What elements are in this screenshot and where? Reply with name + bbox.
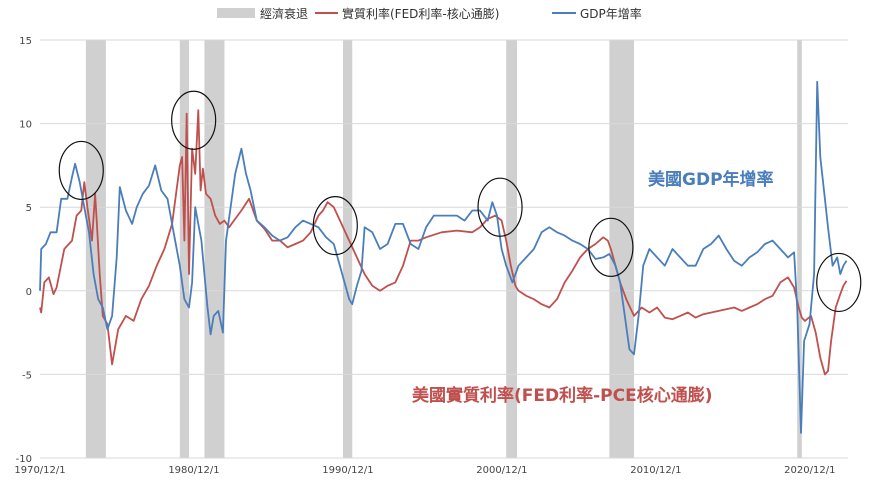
highlight-circle bbox=[171, 90, 217, 150]
annotation-gdp-growth: 美國GDP年增率 bbox=[648, 169, 774, 190]
x-tick-label: 1970/12/1 bbox=[14, 465, 65, 476]
highlight-circle bbox=[816, 252, 862, 313]
y-tick-label: -10 bbox=[16, 454, 32, 465]
x-tick-label: 1990/12/1 bbox=[322, 465, 373, 476]
recession-band bbox=[85, 40, 106, 458]
legend: 經濟衰退 實質利率(FED利率-核心通膨) GDP年增率 bbox=[217, 6, 642, 21]
x-tick-label: 2010/12/1 bbox=[630, 465, 681, 476]
recession-band bbox=[179, 40, 190, 458]
y-tick-label: 0 bbox=[26, 287, 32, 298]
y-tick-label: 10 bbox=[19, 120, 32, 131]
highlight-circle bbox=[588, 217, 634, 277]
y-tick-label: 15 bbox=[19, 36, 32, 47]
annotation-real-rate: 美國實質利率(FED利率-PCE核心通膨) bbox=[412, 385, 712, 406]
recession-band bbox=[797, 40, 802, 458]
series-line-real-rate bbox=[39, 109, 848, 376]
legend-label-gdp: GDP年增率 bbox=[580, 6, 642, 21]
y-tick-label: 5 bbox=[26, 203, 32, 214]
legend-swatch-recession bbox=[217, 8, 255, 18]
legend-label-real-rate: 實質利率(FED利率-核心通膨) bbox=[342, 6, 499, 21]
legend-label-recession: 經濟衰退 bbox=[260, 6, 308, 21]
highlight-circle bbox=[58, 140, 104, 201]
x-tick-label: 1980/12/1 bbox=[168, 465, 219, 476]
series-lines bbox=[39, 80, 848, 434]
x-tick-label: 2000/12/1 bbox=[476, 465, 527, 476]
recession-band bbox=[204, 40, 225, 458]
series-line-gdp-growth bbox=[39, 80, 848, 434]
recession-band bbox=[506, 40, 517, 458]
x-tick-label: 2020/12/1 bbox=[784, 465, 835, 476]
recession-band bbox=[609, 40, 634, 458]
highlight-circles bbox=[58, 90, 862, 313]
y-tick-label: -5 bbox=[22, 370, 32, 381]
highlight-circle bbox=[312, 195, 358, 256]
highlight-circle bbox=[477, 177, 523, 237]
